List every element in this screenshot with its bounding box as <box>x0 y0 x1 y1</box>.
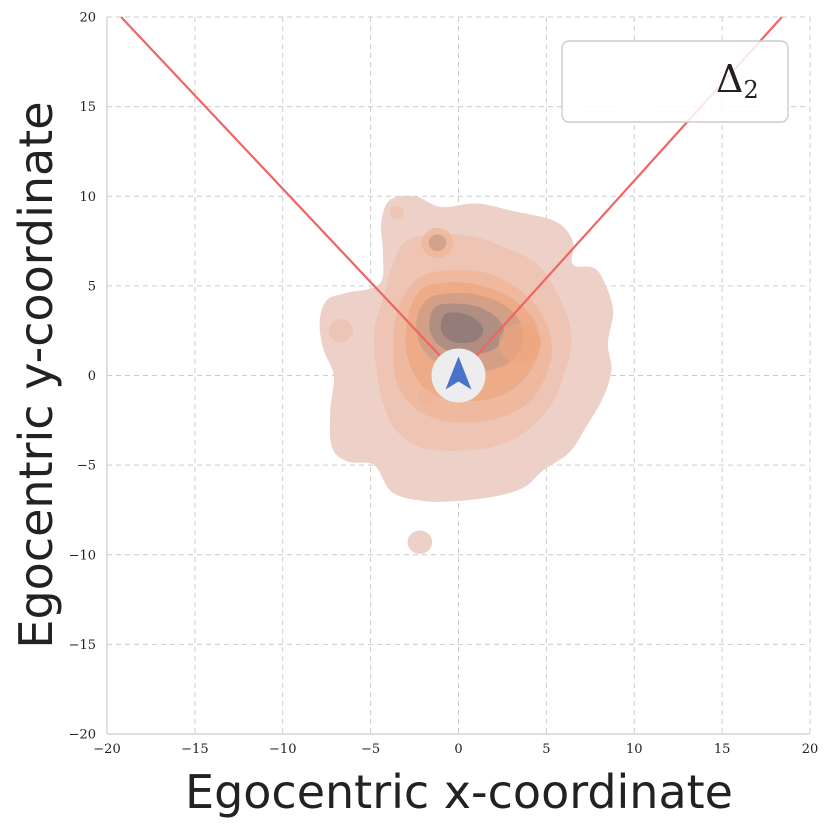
legend: Δ2 <box>561 40 789 123</box>
density-level-7 <box>440 312 484 344</box>
density-blob <box>498 323 542 364</box>
y-axis-title: Egocentric y-coordinate <box>9 101 63 648</box>
x-tick-label: 5 <box>542 742 550 757</box>
x-tick-label: 20 <box>802 742 819 757</box>
density-blob <box>328 319 354 343</box>
y-tick-label: −5 <box>77 459 96 474</box>
fov-line <box>120 16 460 377</box>
x-tick-label: 15 <box>714 742 731 757</box>
x-tick-label: 0 <box>454 742 462 757</box>
x-tick-label: −20 <box>93 742 120 757</box>
x-axis-title: Egocentric x-coordinate <box>185 765 733 819</box>
y-tick-label: −20 <box>69 728 96 743</box>
y-tick-label: 0 <box>88 369 96 384</box>
density-blob <box>389 205 405 220</box>
x-tick-label: −10 <box>269 742 296 757</box>
legend-entry: Δ2 <box>716 57 759 104</box>
legend-label: Δ <box>716 57 743 101</box>
y-tick-label: 20 <box>79 11 96 26</box>
x-tick-label: 10 <box>626 742 643 757</box>
y-tick-label: 10 <box>79 190 96 205</box>
legend-subscript: 2 <box>743 76 758 104</box>
density-contours <box>319 195 614 554</box>
plot-frame <box>106 17 810 735</box>
legend-box <box>561 40 789 123</box>
density-blob <box>407 530 433 554</box>
y-tick-label: 5 <box>88 279 96 294</box>
agent-marker <box>431 348 486 403</box>
x-tick-label: −15 <box>181 742 208 757</box>
density-blob <box>418 388 436 406</box>
y-tick-label: 15 <box>79 100 96 115</box>
tick-labels: −20 −15 −10 −5 0 5 10 15 20 −20 −15 −10 −5 0 5 10 15 20 <box>69 11 819 758</box>
y-tick-label: −10 <box>69 548 96 563</box>
arrow-up-icon <box>445 356 472 390</box>
x-tick-label: −5 <box>361 742 380 757</box>
density-blob <box>428 234 447 252</box>
y-tick-label: −15 <box>69 638 96 653</box>
